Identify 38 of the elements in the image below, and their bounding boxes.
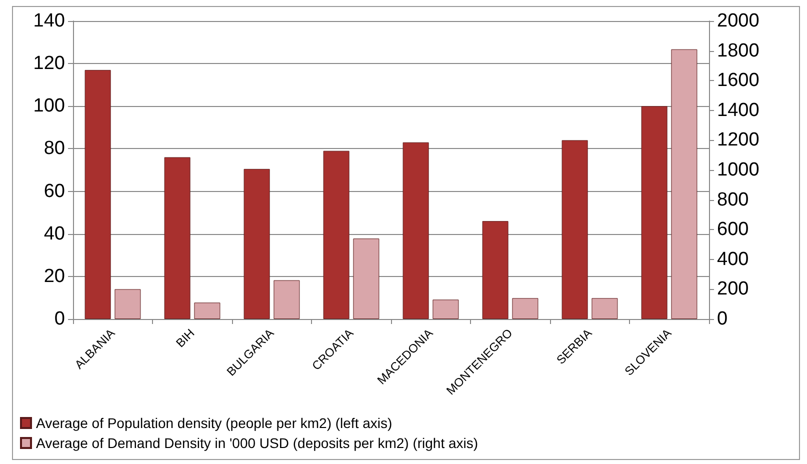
y2-tick-label: 2000	[717, 10, 760, 32]
y2-tick-label: 600	[717, 219, 749, 240]
y2-tick-label: 400	[717, 248, 749, 270]
legend-label: Average of Population density (people per km2) (left axis)	[36, 415, 392, 431]
bar	[194, 302, 220, 319]
bar	[592, 298, 618, 319]
y2-tick-label: 0	[717, 308, 728, 330]
x-tick-label: BIH	[173, 326, 198, 350]
y2-tick-label: 1800	[717, 40, 760, 62]
y2-tick-label: 800	[717, 189, 749, 210]
bar	[512, 298, 538, 319]
y-tick-label: 140	[33, 10, 65, 32]
y2-tick-label: 200	[717, 278, 749, 300]
bar	[432, 300, 459, 319]
y-tick-label: 20	[44, 266, 65, 287]
bar	[323, 150, 350, 319]
y-tick-label: 80	[44, 138, 65, 160]
y2-tick-label: 1600	[717, 70, 760, 92]
y-tick-label: 120	[33, 53, 65, 74]
bar	[164, 157, 190, 319]
y2-tick-label: 1400	[717, 100, 760, 121]
bar	[402, 142, 429, 319]
bar	[562, 140, 588, 319]
y-tick-label: 40	[44, 223, 65, 244]
y2-tick-label: 1200	[717, 130, 760, 151]
y-tick-label: 0	[54, 308, 65, 330]
bar	[244, 168, 270, 319]
y-tick-label: 60	[44, 180, 65, 202]
bar	[114, 289, 141, 319]
bar	[353, 238, 380, 319]
y-tick-label: 100	[33, 96, 65, 117]
y2-tick-label: 1000	[717, 160, 760, 180]
bar	[641, 106, 668, 319]
bar	[84, 70, 111, 319]
legend-label: Average of Demand Density in '000 USD (deposits per km2) (right axis)	[36, 435, 478, 451]
bar	[671, 49, 698, 319]
bar	[482, 221, 508, 319]
bar	[274, 280, 300, 319]
